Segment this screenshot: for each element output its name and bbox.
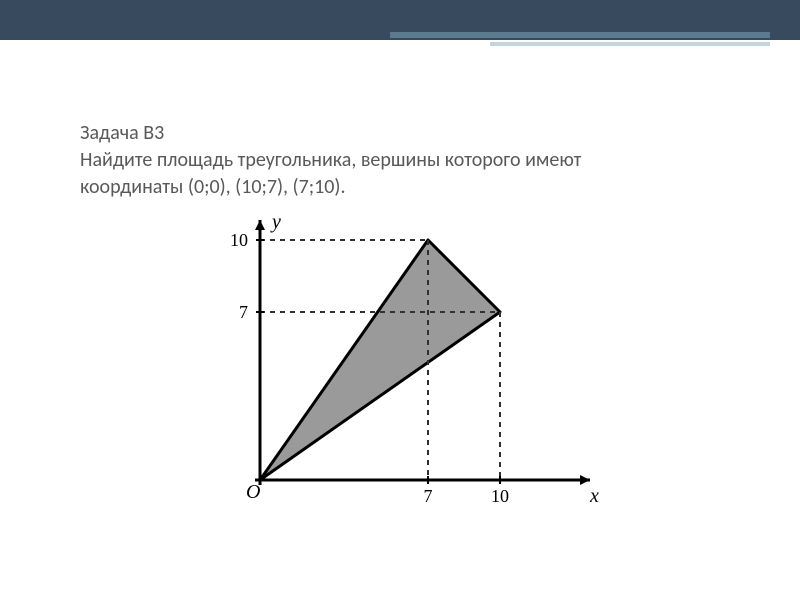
x-axis-arrow xyxy=(580,475,590,485)
coordinate-chart: 7 10 7 10 Ox y xyxy=(200,210,600,520)
y-tick-label-7: 7 xyxy=(239,302,248,322)
origin-label: O xyxy=(246,481,260,503)
y-axis-label: y xyxy=(270,211,281,233)
problem-line-1: Найдите площадь треугольника, вершины ко… xyxy=(80,147,581,174)
triangle-shape xyxy=(260,240,500,480)
y-tick-label-10: 10 xyxy=(230,230,248,250)
y-axis-arrow xyxy=(255,220,265,230)
problem-line-2-prefix: координаты xyxy=(80,175,188,199)
problem-coords: (0;0), (10;7), (7;10). xyxy=(188,175,346,199)
chart-svg: 7 10 7 10 Ox y xyxy=(200,210,600,520)
x-tick-label-10: 10 xyxy=(491,486,509,506)
problem-text: Задача В3 Найдите площадь треугольника, … xyxy=(80,120,581,201)
x-tick-label-7: 7 xyxy=(424,486,433,506)
accent-line-primary xyxy=(390,32,770,38)
problem-line-2: координаты (0;0), (10;7), (7;10). xyxy=(80,174,581,201)
x-axis-label: x xyxy=(589,485,599,507)
problem-label: Задача В3 xyxy=(80,120,581,147)
accent-line-secondary xyxy=(490,42,770,46)
